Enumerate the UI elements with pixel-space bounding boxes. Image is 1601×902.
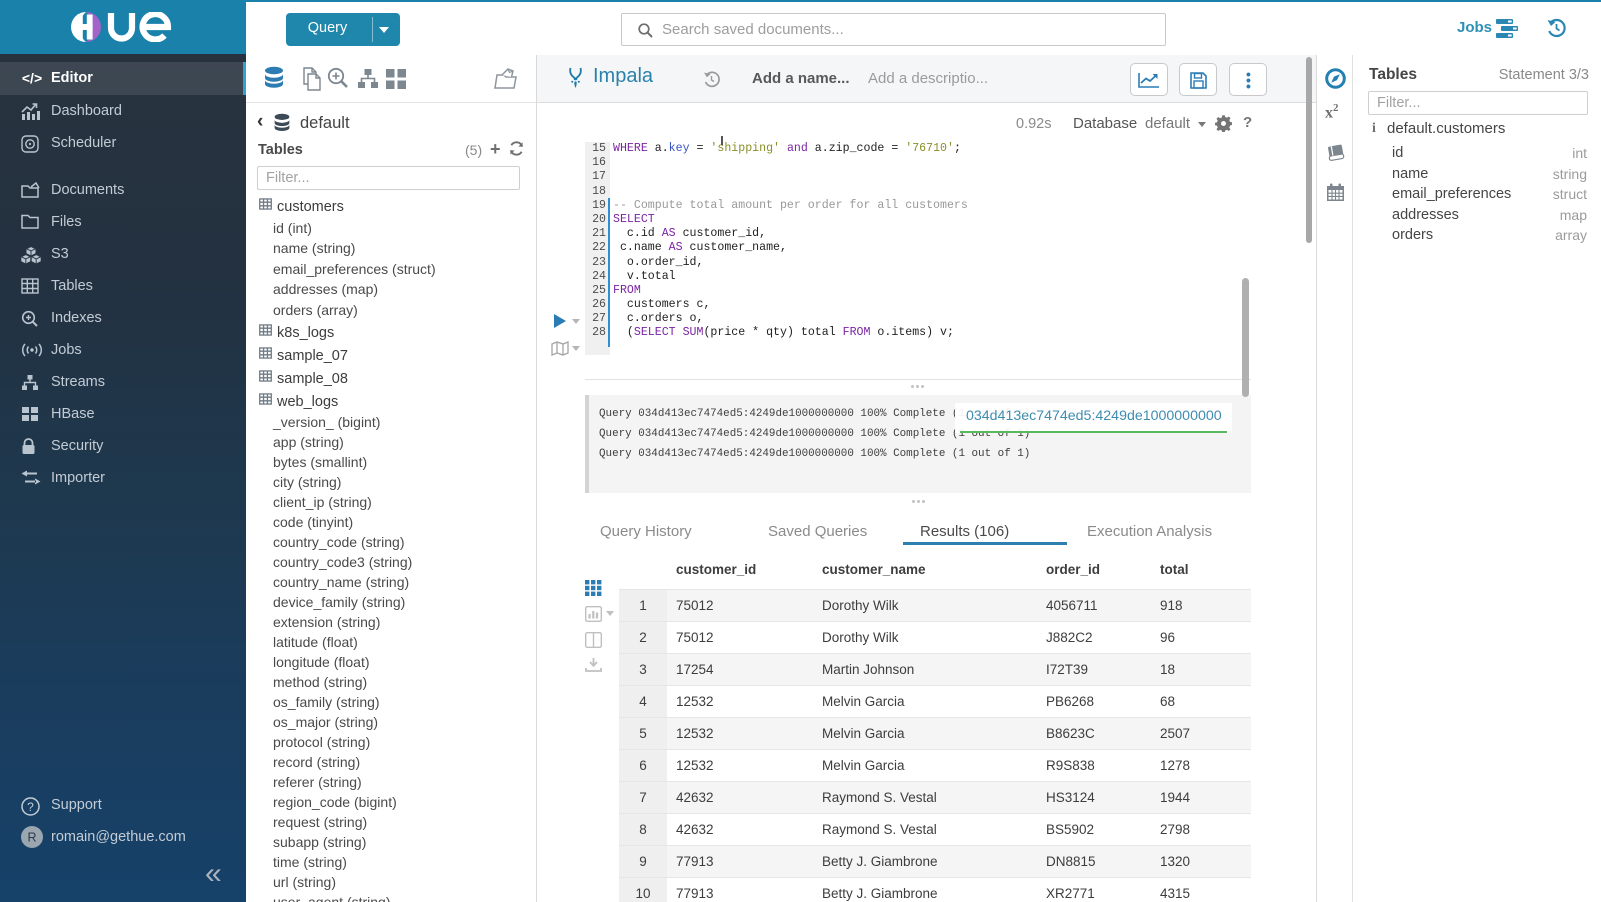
svg-text:R: R	[27, 831, 36, 845]
svg-text:?: ?	[27, 800, 34, 814]
